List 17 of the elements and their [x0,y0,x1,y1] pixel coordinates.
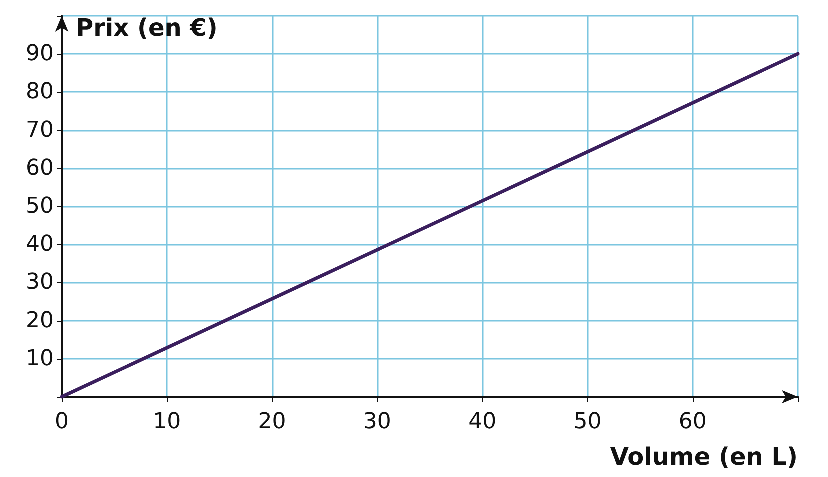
y-tick-label: 90 [26,42,54,67]
y-tick-label: 70 [26,118,54,143]
x-tick-label: 40 [468,410,497,434]
x-tick-label: 50 [574,410,602,434]
x-tick-label: 10 [153,410,182,434]
y-tick-label: 80 [26,80,54,105]
x-tick-label: 60 [678,410,707,434]
x-tick-label: 30 [363,410,392,434]
x-tick-label: 20 [258,410,286,434]
y-tick-label: 40 [26,232,54,258]
y-tick-label: 60 [26,156,54,181]
y-tick-label: 50 [26,194,54,219]
y-tick-label: 10 [26,346,54,372]
x-axis-title: Volume (en L) [610,443,798,471]
y-tick-label: 20 [26,308,54,334]
x-tick-label: 0 [55,410,69,434]
y-tick-label: 30 [26,270,54,296]
